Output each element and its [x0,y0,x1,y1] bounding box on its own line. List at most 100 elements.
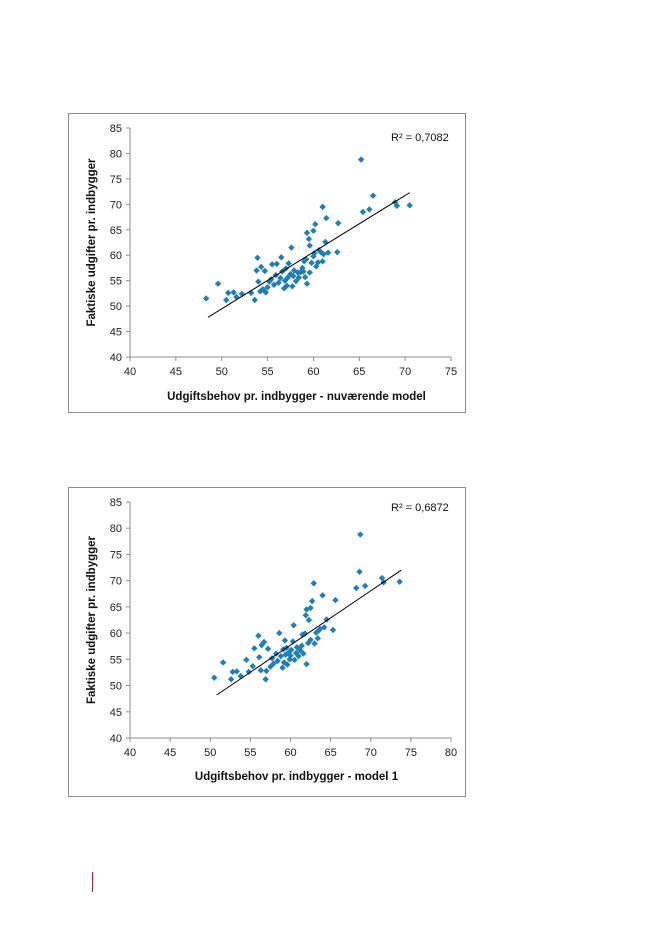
scatter-chart-current-model: 40 45 50 55 60 65 70 75 80 85 40 45 50 55 60 65 70 75 Udgi… [68,113,466,413]
y-tick-label: 55 [110,654,122,666]
data-point [219,659,227,666]
data-point [301,630,309,637]
page-margin-mark [92,872,93,892]
y-tick-label: 80 [110,148,122,160]
y-tick-label: 75 [110,549,122,561]
data-point [357,156,365,163]
data-point [255,632,262,639]
data-point [249,662,256,670]
data-point [314,635,321,642]
data-point [310,580,317,587]
data-point [334,219,342,227]
y-tick-label: 75 [110,174,122,186]
y-tick-label: 65 [110,602,122,614]
data-point [290,622,297,629]
data-point [264,284,271,291]
data-point [308,597,316,605]
data-point [224,289,232,297]
data-point [306,242,313,249]
data-point [273,260,280,268]
y-tick-label: 60 [110,628,122,640]
data-point [278,254,285,261]
x-axis-label: Udgiftsbehov pr. indbygger - model 1 [195,771,399,783]
data-point [305,616,313,624]
data-point [312,220,319,228]
x-tick-label: 55 [244,747,256,759]
y-tick-label: 55 [110,276,122,288]
y-tick-label: 70 [110,199,122,211]
data-point [287,652,294,659]
data-point [291,656,298,664]
data-point [303,660,310,668]
data-point [369,192,377,199]
chart-1-svg: 40 45 50 55 60 65 70 75 80 85 40 45 50 55 60 65 70 75 Udgi… [86,123,457,403]
data-point [302,256,310,263]
data-point [329,626,337,634]
data-point [211,674,218,681]
data-point [308,259,315,267]
chart-2-svg: 40 45 50 55 60 65 70 75 80 85 40 45 50 55 60 65 70 75 80 Ud… [86,497,457,783]
trendline [207,192,410,318]
y-tick-label: 80 [110,523,122,535]
data-point [319,592,326,599]
data-point [290,267,298,274]
data-point [357,531,364,538]
x-axis-label: Udgiftsbehov pr. indbygger - nuværende m… [167,391,426,403]
y-tick-label: 40 [110,733,122,745]
x-tick-label: 45 [164,747,176,759]
data-point [263,667,270,675]
x-tick-label: 60 [284,747,296,759]
trendline [216,569,402,696]
data-point [300,650,307,657]
data-point [227,676,235,683]
data-point [254,254,261,261]
data-point [302,612,309,619]
y-tick-label: 45 [110,707,122,719]
data-point [264,645,272,653]
data-point [285,260,292,267]
data-point [303,280,311,287]
data-point [214,280,222,287]
data-point [257,667,265,674]
x-tick-label: 40 [124,366,136,378]
data-point [276,629,283,637]
y-axis-label: Faktiske udgifter pr. indbygger [86,535,98,704]
data-point [396,578,403,585]
data-point [310,227,317,234]
y-axis-label: Faktiske udgifter pr. indbygger [86,158,98,327]
data-point [275,279,282,286]
data-point [290,272,297,280]
data-point [270,281,278,288]
data-point [255,278,262,285]
data-point [272,650,280,657]
data-point [311,640,318,647]
data-point [288,244,295,251]
data-point [268,261,276,268]
x-tick-label: 55 [261,366,273,378]
data-point [312,629,320,636]
y-tick-label: 50 [110,301,122,313]
data-point [243,656,250,664]
y-tick-label: 85 [110,123,122,135]
data-point [233,668,240,675]
y-tick-label: 50 [110,681,122,693]
data-point [230,289,237,296]
data-point [300,268,307,275]
data-point [305,235,313,243]
data-point [251,296,258,304]
data-point [261,267,269,275]
x-tick-label: 70 [399,366,411,378]
y-tick-label: 70 [110,576,122,588]
y-tick-label: 85 [110,497,122,509]
data-point [256,654,263,661]
y-tick-label: 60 [110,250,122,262]
data-point [253,267,260,274]
y-tick-label: 65 [110,225,122,237]
x-tick-label: 65 [325,747,337,759]
data-point [334,248,341,256]
data-point [393,202,401,210]
data-point [223,296,230,304]
x-tick-label: 50 [216,366,228,378]
data-point [262,676,269,683]
data-point [277,274,284,282]
